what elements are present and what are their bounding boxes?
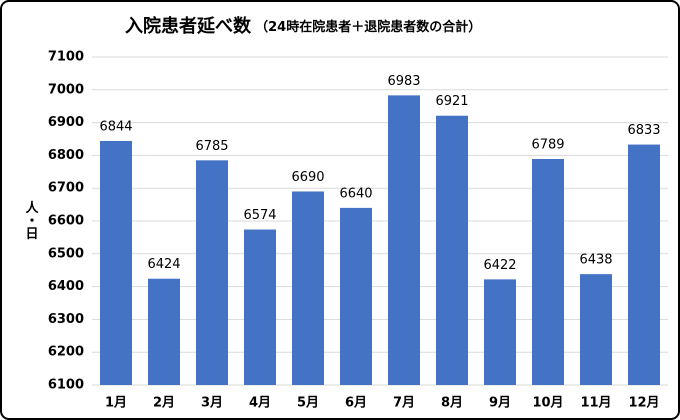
y-axis-label: 人・日 <box>23 200 39 241</box>
chart-subtitle: （24時在院患者＋退院患者数の合計） <box>255 19 481 35</box>
bar <box>388 95 420 385</box>
x-tick-label: 7月 <box>393 396 415 411</box>
data-label: 6921 <box>435 94 468 109</box>
data-label: 6424 <box>147 257 180 272</box>
y-tick-label: 6400 <box>48 279 84 294</box>
data-label: 6574 <box>243 208 276 223</box>
data-label: 6438 <box>579 253 612 268</box>
y-tick-label: 6600 <box>48 214 84 229</box>
y-tick-label: 7000 <box>48 82 84 97</box>
data-label: 6844 <box>99 119 132 134</box>
bar <box>340 207 372 385</box>
y-tick-label: 6200 <box>48 345 84 360</box>
data-label: 6640 <box>339 186 372 201</box>
x-tick-label: 4月 <box>249 396 271 411</box>
data-label: 6690 <box>291 170 324 185</box>
y-tick-label: 6100 <box>48 378 84 393</box>
data-label: 6789 <box>531 138 564 153</box>
bar <box>196 160 228 385</box>
x-tick-label: 5月 <box>297 396 319 411</box>
bar <box>532 159 564 385</box>
x-tick-label: 1月 <box>105 396 127 411</box>
x-tick-label: 11月 <box>580 396 611 411</box>
y-tick-label: 7100 <box>48 50 84 65</box>
x-tick-label: 8月 <box>441 396 463 411</box>
bar <box>436 115 468 385</box>
bar <box>148 278 180 385</box>
bar <box>292 191 324 385</box>
y-tick-label: 6500 <box>48 246 84 261</box>
bar <box>628 144 660 385</box>
x-tick-label: 2月 <box>153 396 175 411</box>
x-tick-label: 12月 <box>628 396 659 411</box>
y-tick-label: 6900 <box>48 115 84 130</box>
bar <box>484 279 516 385</box>
bar <box>244 229 276 385</box>
y-tick-label: 6700 <box>48 181 84 196</box>
x-tick-label: 10月 <box>532 396 563 411</box>
chart-title-group: 入院患者延べ数 （24時在院患者＋退院患者数の合計） <box>125 15 481 37</box>
data-label: 6983 <box>387 74 420 89</box>
y-tick-label: 6300 <box>48 312 84 327</box>
data-label: 6785 <box>195 139 228 154</box>
x-tick-label: 6月 <box>345 396 367 411</box>
chart-title: 入院患者延べ数 <box>125 15 252 37</box>
x-tick-label: 9月 <box>489 396 511 411</box>
data-label: 6422 <box>483 258 516 273</box>
bar <box>580 274 612 385</box>
data-label: 6833 <box>627 123 660 138</box>
y-tick-label: 6800 <box>48 148 84 163</box>
x-tick-label: 3月 <box>201 396 223 411</box>
bar <box>100 140 132 385</box>
